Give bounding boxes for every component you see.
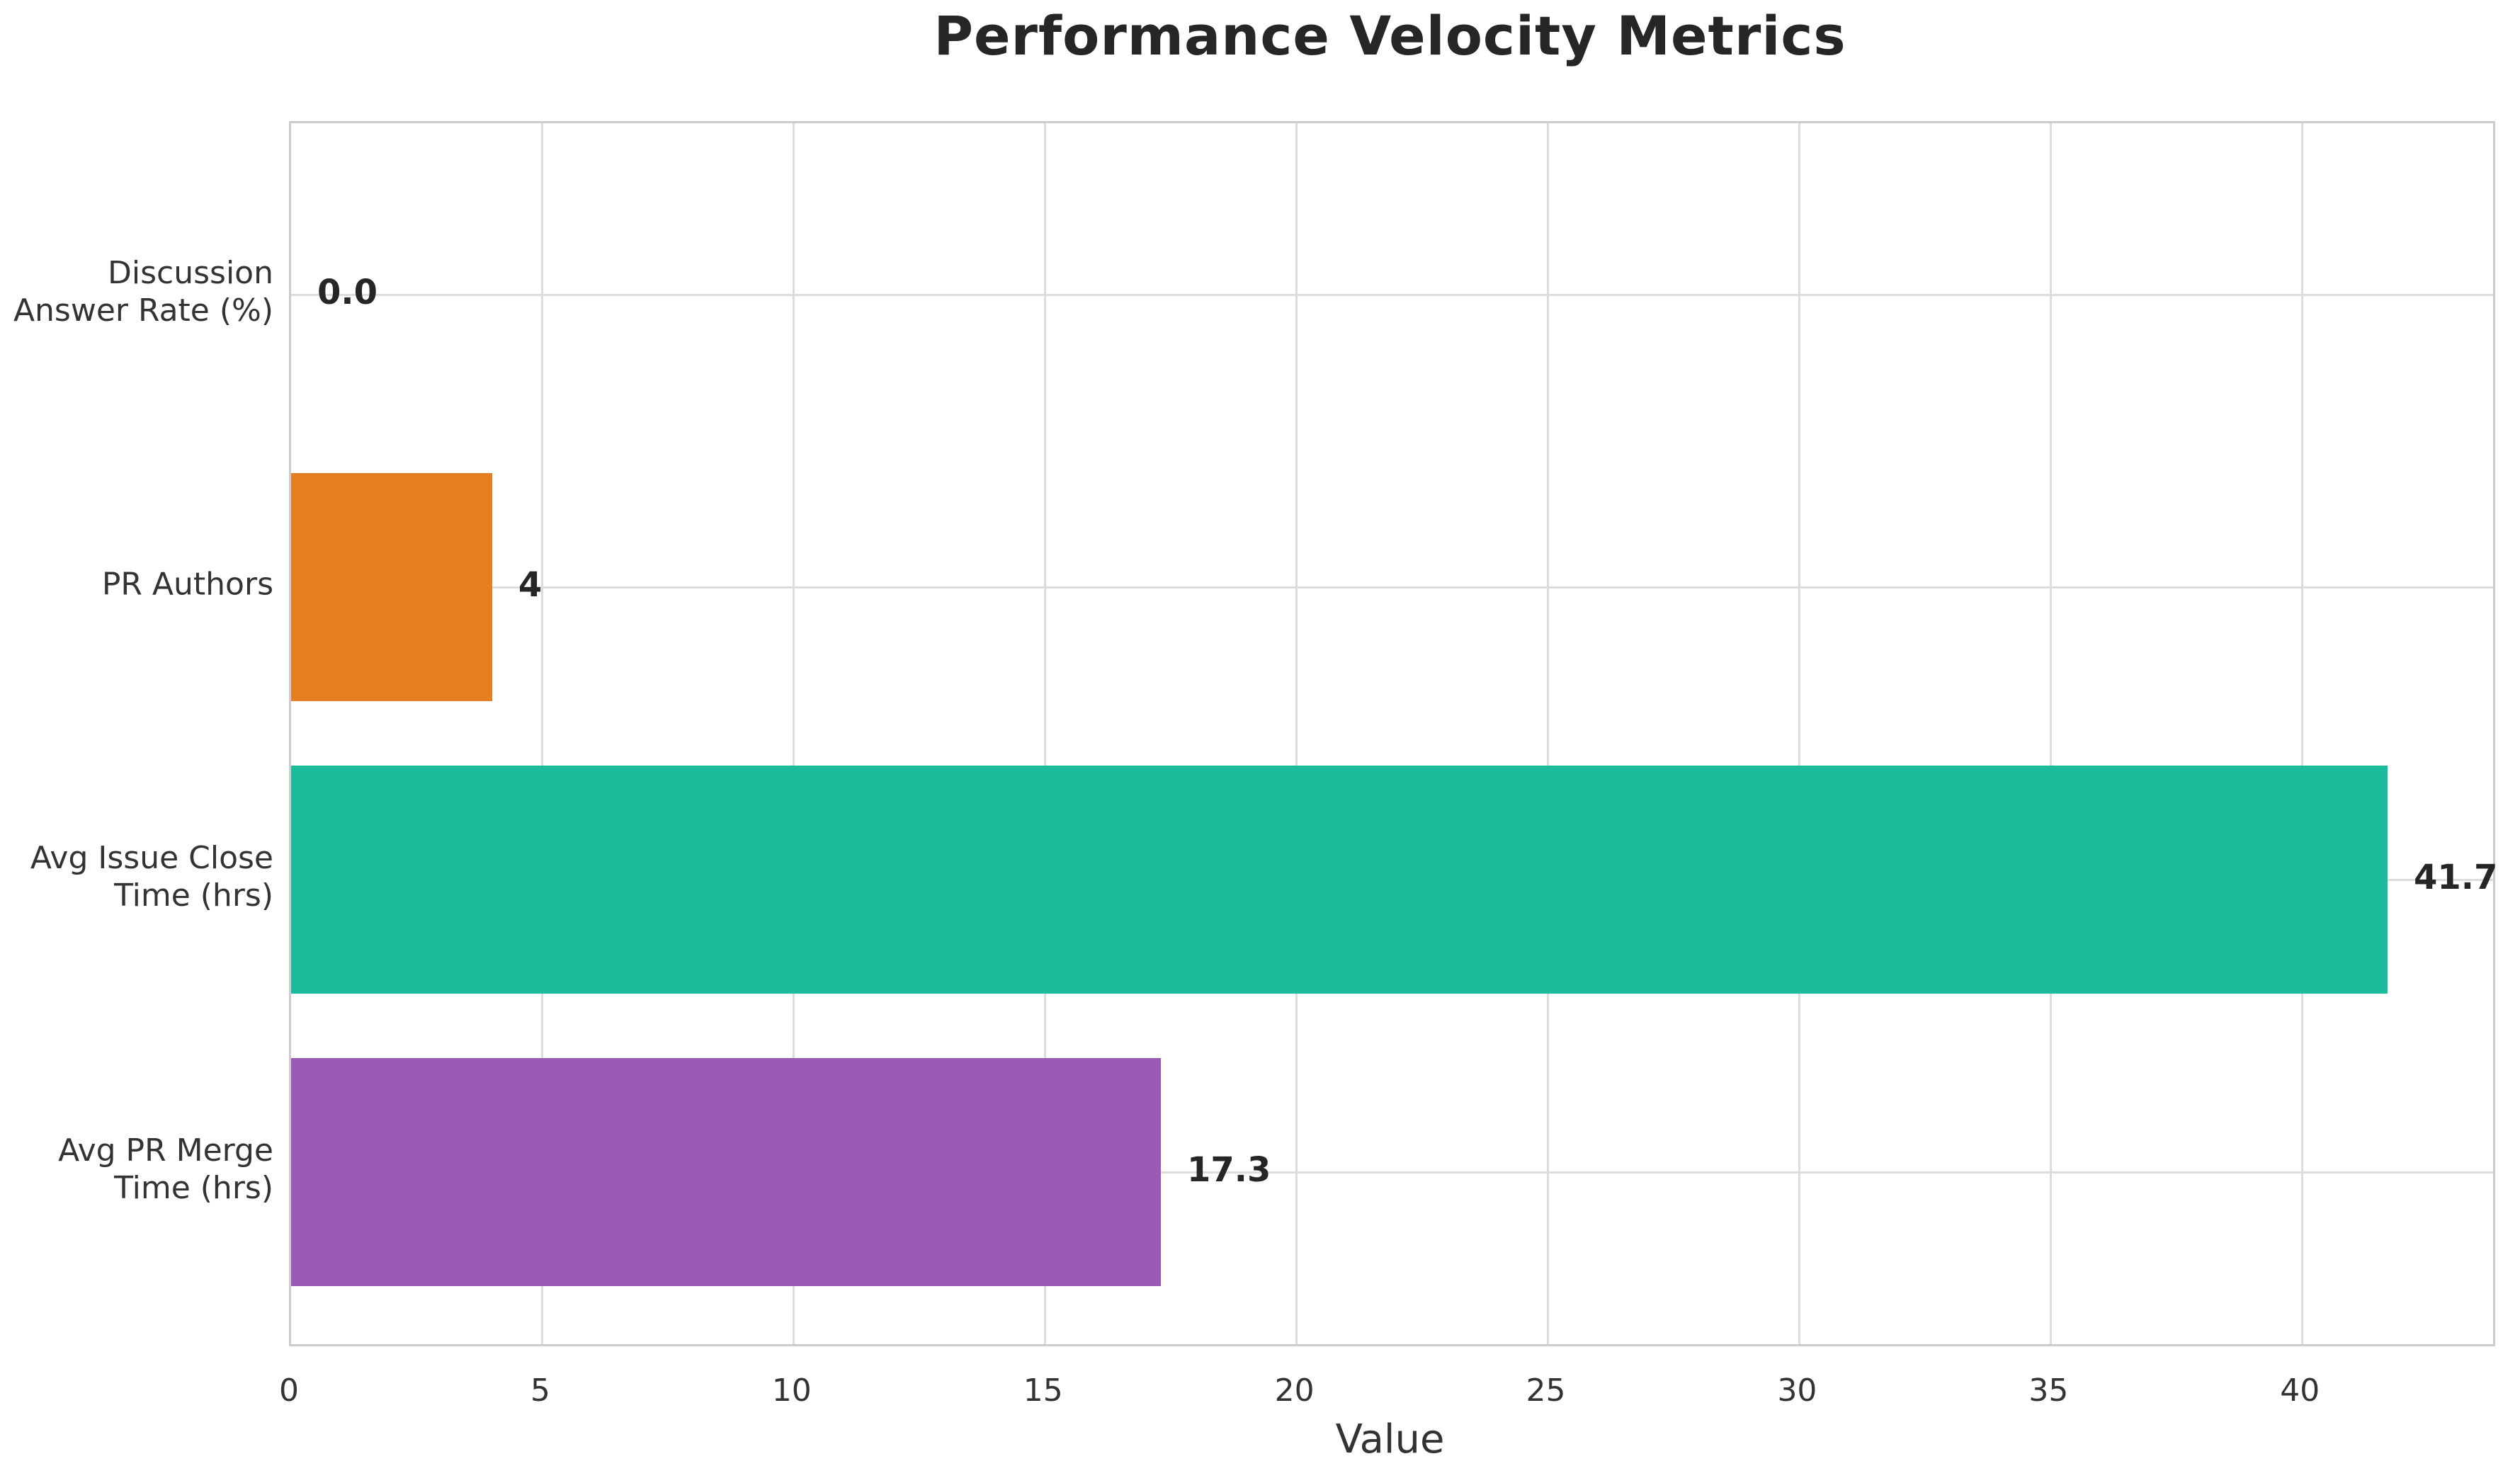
x-tick-label: 10 bbox=[771, 1373, 812, 1409]
category-label: Discussion Answer Rate (%) bbox=[13, 255, 273, 329]
vertical-gridline bbox=[2300, 123, 2303, 1344]
x-tick-label: 40 bbox=[2280, 1373, 2320, 1409]
bar bbox=[291, 1058, 1161, 1286]
x-tick-label: 15 bbox=[1023, 1373, 1063, 1409]
horizontal-gridline bbox=[291, 1171, 2493, 1174]
category-label: PR Authors bbox=[101, 566, 273, 603]
horizontal-gridline bbox=[291, 293, 2493, 296]
x-tick-label: 20 bbox=[1274, 1373, 1315, 1409]
bar-value-label: 0.0 bbox=[317, 273, 378, 312]
bar-value-label: 4 bbox=[518, 565, 543, 605]
vertical-gridline bbox=[1798, 123, 1800, 1344]
x-tick-label: 30 bbox=[1777, 1373, 1817, 1409]
x-tick-label: 35 bbox=[2028, 1373, 2069, 1409]
x-tick-label: 0 bbox=[279, 1373, 299, 1409]
x-tick-label: 25 bbox=[1526, 1373, 1566, 1409]
vertical-gridline bbox=[541, 123, 544, 1344]
x-tick-label: 5 bbox=[530, 1373, 550, 1409]
vertical-gridline bbox=[1547, 123, 1550, 1344]
plot-area bbox=[289, 121, 2495, 1346]
category-label: Avg PR Merge Time (hrs) bbox=[58, 1132, 273, 1206]
category-label: Avg Issue Close Time (hrs) bbox=[30, 840, 273, 914]
bar-value-label: 41.7 bbox=[2413, 858, 2498, 897]
bar-value-label: 17.3 bbox=[1186, 1150, 1271, 1190]
vertical-gridline bbox=[1044, 123, 1047, 1344]
vertical-gridline bbox=[2049, 123, 2052, 1344]
vertical-gridline bbox=[1295, 123, 1298, 1344]
bar bbox=[291, 473, 492, 701]
horizontal-gridline bbox=[291, 586, 2493, 589]
x-axis-label: Value bbox=[1335, 1416, 1445, 1462]
vertical-gridline bbox=[793, 123, 795, 1344]
bar bbox=[291, 766, 2388, 994]
chart-title: Performance Velocity Metrics bbox=[933, 4, 1846, 67]
